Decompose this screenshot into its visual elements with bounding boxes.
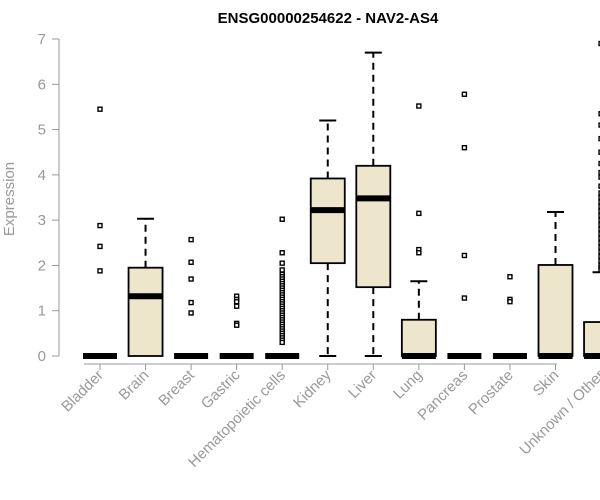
- chart-title: ENSG00000254622 - NAV2-AS4: [218, 10, 439, 27]
- box-group: [400, 103, 437, 359]
- box-group: [219, 293, 254, 359]
- box-iqr: [583, 321, 600, 357]
- box-iqr: [355, 164, 392, 289]
- box-group: [492, 274, 527, 359]
- outlier-point: [416, 250, 422, 256]
- y-tick-label: 3: [38, 212, 46, 229]
- category-label: Liver: [345, 367, 380, 402]
- outlier-point: [461, 252, 468, 259]
- category-label: Skin: [530, 367, 563, 400]
- category-label: Brain: [116, 367, 153, 404]
- category-label: Lung: [390, 367, 426, 403]
- box-iqr: [400, 318, 437, 357]
- box-group: [309, 119, 346, 357]
- category-label: Prostate: [465, 367, 517, 419]
- box-group: [447, 91, 482, 359]
- outlier-point: [279, 267, 285, 273]
- outlier-point: [507, 298, 513, 305]
- outlier-point: [97, 106, 103, 112]
- box-group: [265, 216, 300, 359]
- outlier-point: [188, 310, 194, 316]
- box-group: [127, 217, 164, 357]
- outlier-point: [416, 210, 422, 217]
- y-tick-label: 4: [38, 167, 46, 184]
- outlier-point: [279, 260, 285, 266]
- outlier-point: [416, 103, 422, 109]
- box-group: [583, 40, 600, 359]
- box-group: [355, 51, 392, 357]
- outlier-point: [461, 91, 468, 97]
- y-tick-label: 7: [38, 31, 46, 48]
- outlier-point: [188, 236, 194, 243]
- outlier-point: [461, 295, 468, 301]
- outlier-point: [233, 298, 240, 305]
- y-tick-label: 1: [38, 303, 46, 320]
- category-label: Breast: [155, 366, 198, 409]
- outlier-point: [97, 268, 103, 274]
- box-group: [537, 210, 574, 359]
- box-series: [83, 40, 600, 359]
- outlier-point: [233, 322, 240, 328]
- outlier-point: [507, 274, 513, 280]
- y-tick-label: 6: [38, 76, 46, 93]
- box-group: [83, 106, 117, 359]
- category-label: Pancreas: [414, 367, 471, 424]
- box-iqr: [309, 177, 346, 265]
- outlier-point: [97, 243, 103, 250]
- outlier-point: [233, 303, 240, 309]
- box-group: [174, 236, 209, 359]
- y-ticks: 0 1 2 3 4 5 6 7: [38, 31, 59, 365]
- outlier-point: [188, 259, 194, 265]
- y-axis-label: Expression: [1, 162, 18, 236]
- y-tick-label: 2: [38, 257, 46, 274]
- outlier-point: [97, 222, 103, 229]
- category-label: Bladder: [58, 367, 107, 416]
- category-label: Kidney: [290, 366, 335, 411]
- y-tick-label: 0: [38, 348, 46, 365]
- box-iqr: [127, 266, 164, 357]
- outlier-point: [188, 299, 194, 306]
- outlier-point: [279, 250, 285, 256]
- y-tick-label: 5: [38, 122, 46, 139]
- outlier-point: [461, 144, 468, 151]
- outlier-point: [279, 216, 285, 222]
- outlier-point: [279, 339, 285, 346]
- outlier-point: [188, 276, 194, 282]
- box-iqr: [537, 264, 574, 357]
